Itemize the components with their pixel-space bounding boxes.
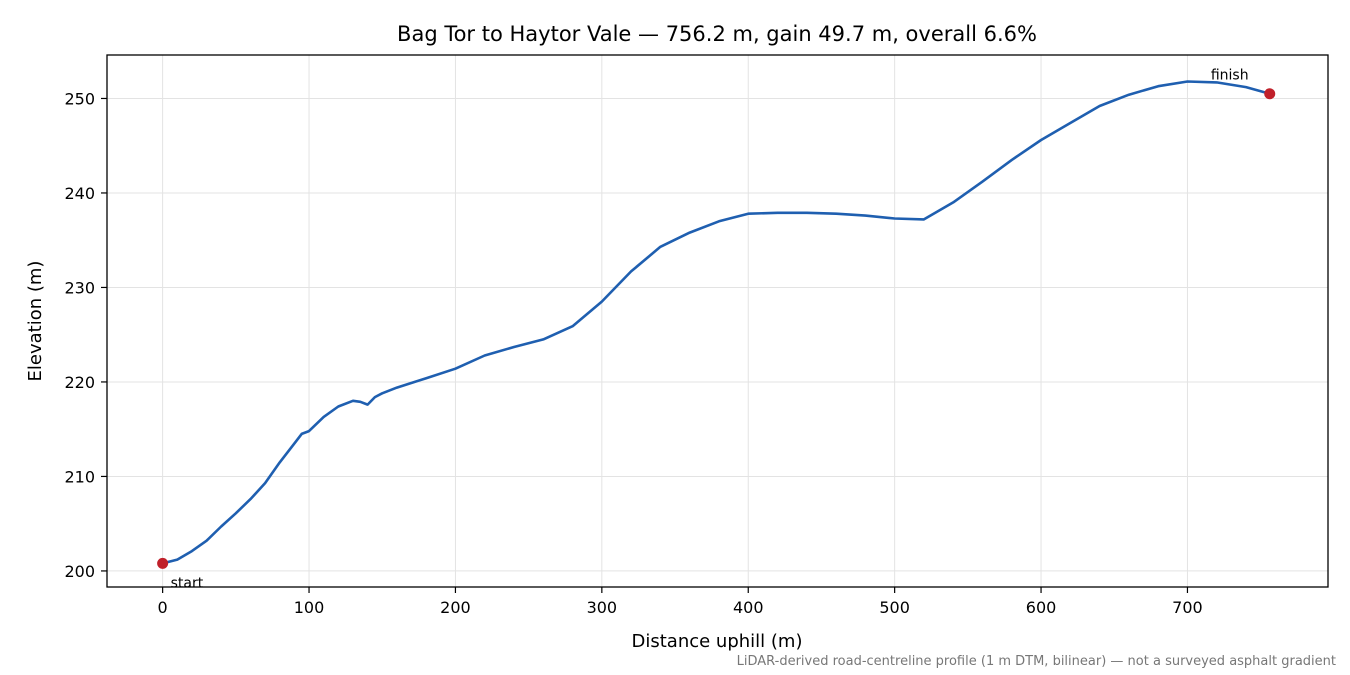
plot-frame xyxy=(106,54,1329,588)
x-tick-label: 600 xyxy=(1026,598,1057,617)
footnote: LiDAR-derived road-centreline profile (1… xyxy=(737,654,1336,669)
finish-label: finish xyxy=(1211,68,1249,84)
x-tick-label: 0 xyxy=(158,598,168,617)
x-tick-label: 700 xyxy=(1172,598,1203,617)
finish-marker xyxy=(1264,88,1276,100)
elevation-profile-line xyxy=(161,80,1271,565)
x-tick-label: 500 xyxy=(879,598,910,617)
y-axis-label: Elevation (m) xyxy=(25,261,46,382)
x-axis-label: Distance uphill (m) xyxy=(632,631,803,652)
y-tick-label: 240 xyxy=(64,184,95,203)
y-tick-label: 250 xyxy=(64,89,95,108)
start-label: start xyxy=(171,575,204,591)
y-tick-label: 220 xyxy=(64,373,95,392)
start-marker xyxy=(157,557,169,569)
x-tick-label: 400 xyxy=(733,598,764,617)
x-tick-label: 100 xyxy=(294,598,325,617)
endpoint-markers: start finish xyxy=(157,68,1276,591)
chart-title: Bag Tor to Haytor Vale — 756.2 m, gain 4… xyxy=(397,22,1037,46)
y-tick-label: 210 xyxy=(64,467,95,486)
grid xyxy=(107,55,1328,587)
y-tick-label: 200 xyxy=(64,562,95,581)
x-tick-label: 300 xyxy=(587,598,618,617)
y-tick-label: 230 xyxy=(64,278,95,297)
series-layer xyxy=(161,80,1271,565)
x-tick-label: 200 xyxy=(440,598,471,617)
axis-ticks: 0 100 200 300 400 500 600 700 200 210 220 230 240 250 xyxy=(64,89,1202,617)
